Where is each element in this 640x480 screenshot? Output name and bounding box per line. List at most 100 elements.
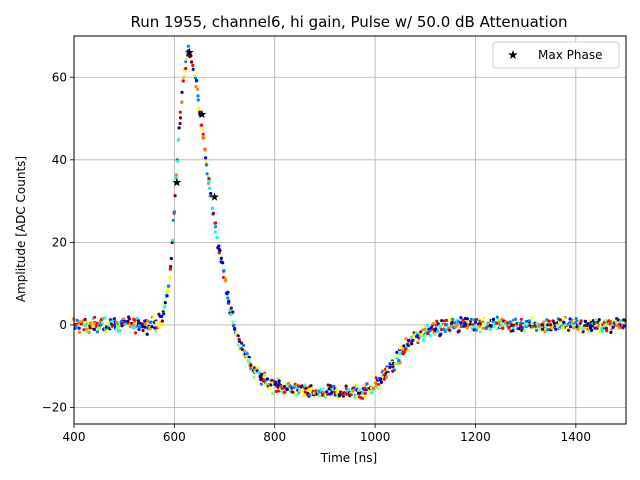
data-point: [205, 172, 209, 176]
data-point: [203, 148, 207, 152]
data-point: [196, 94, 200, 98]
data-point: [459, 316, 463, 320]
y-tick-label: −20: [42, 400, 67, 414]
data-point: [506, 321, 510, 325]
data-point: [583, 326, 587, 330]
data-point: [344, 384, 348, 388]
data-point: [294, 393, 298, 397]
data-point: [576, 327, 580, 331]
data-point: [379, 377, 383, 381]
y-axis-label: Amplitude [ADC Counts]: [14, 156, 28, 302]
data-point: [252, 375, 256, 379]
data-point: [363, 391, 367, 395]
data-point: [256, 366, 260, 370]
data-point: [569, 325, 573, 329]
data-point: [226, 290, 230, 294]
data-point: [511, 329, 515, 333]
data-point: [527, 319, 532, 323]
data-point: [117, 321, 121, 325]
data-point: [616, 318, 621, 322]
data-point: [572, 326, 576, 330]
data-point: [182, 75, 186, 79]
data-point: [538, 327, 542, 331]
data-point: [190, 60, 194, 64]
data-point: [399, 345, 403, 349]
plot-frame: [73, 35, 627, 425]
data-point: [406, 349, 410, 353]
data-point: [489, 327, 493, 331]
data-point: [202, 136, 206, 140]
data-point: [478, 330, 483, 334]
data-point: [277, 379, 281, 383]
data-point: [377, 385, 381, 389]
data-point: [412, 336, 416, 340]
data-point: [466, 320, 470, 324]
data-point: [354, 383, 358, 387]
data-point: [118, 329, 122, 333]
data-point: [564, 322, 568, 326]
data-point: [171, 238, 175, 242]
data-point: [131, 323, 135, 327]
data-point: [218, 248, 222, 253]
data-point: [495, 321, 499, 325]
data-point: [304, 386, 308, 390]
data-point: [388, 365, 392, 369]
data-point: [416, 339, 421, 343]
legend-label: Max Phase: [538, 48, 602, 62]
legend-star-marker: [508, 50, 518, 60]
data-point: [160, 314, 164, 319]
data-point: [386, 372, 391, 376]
data-point: [178, 121, 182, 126]
data-point: [411, 338, 415, 342]
data-point: [160, 319, 164, 323]
data-point: [597, 318, 601, 322]
data-point: [231, 310, 235, 314]
data-point: [91, 325, 95, 329]
data-point: [321, 387, 325, 391]
data-point: [428, 334, 432, 338]
x-tick-label: 800: [263, 430, 286, 444]
data-point: [355, 394, 359, 398]
data-point: [546, 323, 550, 327]
data-point: [398, 361, 402, 365]
data-point: [370, 391, 374, 395]
data-point: [605, 323, 609, 327]
data-point: [146, 319, 150, 323]
data-point: [92, 327, 97, 331]
data-point: [517, 327, 521, 331]
data-point: [448, 328, 452, 332]
data-point: [211, 211, 215, 215]
data-point: [98, 326, 102, 330]
data-point: [596, 324, 600, 328]
data-point: [264, 382, 268, 386]
data-point: [317, 394, 321, 398]
x-tick-label: 1200: [460, 430, 491, 444]
data-point: [379, 380, 383, 384]
data-point: [327, 387, 331, 391]
data-point: [547, 319, 551, 323]
data-point: [444, 323, 449, 327]
data-point: [110, 324, 114, 328]
data-point: [439, 332, 443, 336]
data-point: [542, 320, 546, 324]
data-point: [451, 317, 455, 321]
data-point: [174, 173, 179, 177]
data-point: [325, 390, 329, 394]
data-point: [171, 218, 175, 222]
data-point: [285, 387, 289, 391]
data-point: [590, 328, 594, 332]
data-point: [82, 328, 86, 332]
data-point: [73, 322, 78, 327]
data-point: [431, 327, 435, 331]
data-point: [93, 315, 97, 319]
data-point: [191, 67, 195, 71]
data-point: [567, 328, 571, 332]
data-point: [530, 322, 535, 326]
data-point: [607, 319, 611, 323]
data-point: [402, 344, 406, 348]
data-point: [554, 327, 558, 331]
data-point: [221, 261, 225, 265]
data-point: [492, 324, 497, 328]
data-point: [396, 362, 400, 366]
